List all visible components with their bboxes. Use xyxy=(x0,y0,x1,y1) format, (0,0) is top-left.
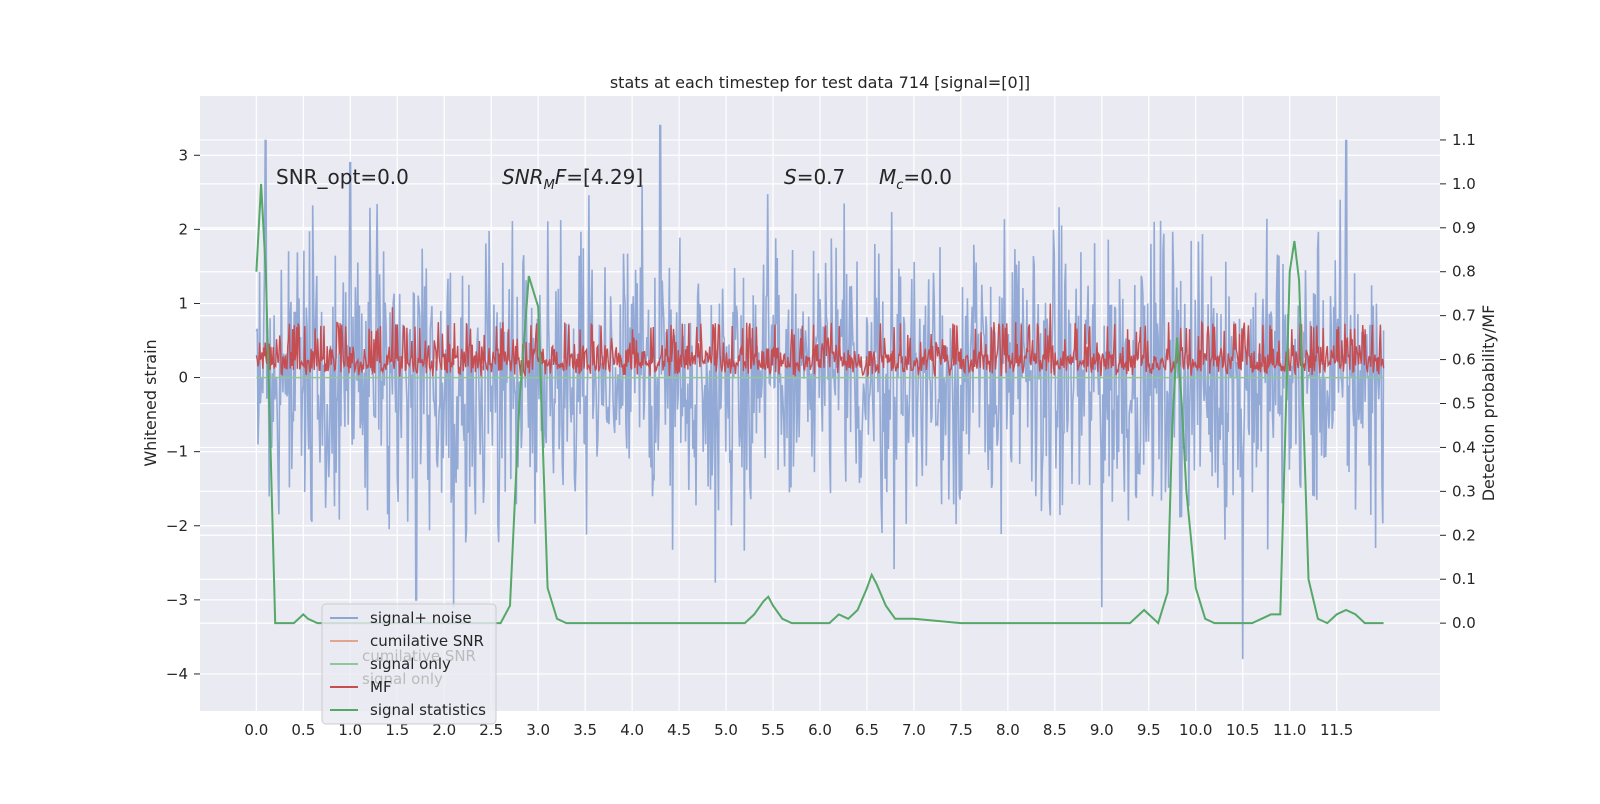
y-left-tick-label: −3 xyxy=(166,591,188,609)
x-tick-label: 2.0 xyxy=(432,721,456,739)
annotation-mc: Mc=0.0 xyxy=(879,165,952,193)
x-tick-label: 11.0 xyxy=(1273,721,1306,739)
annotation-mc-symbol: M xyxy=(879,165,896,189)
annotation-mc-value: =0.0 xyxy=(903,165,952,189)
x-tick-label: 0.5 xyxy=(291,721,315,739)
annotation-mc-sub: c xyxy=(896,178,903,193)
y-right-tick-label: 0.7 xyxy=(1452,307,1476,325)
legend-label: signal statistics xyxy=(370,701,486,719)
x-tick-label: 9.0 xyxy=(1090,721,1114,739)
y-right-tick-label: 0.3 xyxy=(1452,482,1476,500)
signal-noise-line xyxy=(255,124,1385,660)
x-tick-label: 3.0 xyxy=(526,721,550,739)
x-tick-label: 9.5 xyxy=(1137,721,1161,739)
y-right-tick-label: 0.1 xyxy=(1452,570,1476,588)
x-tick-label: 7.0 xyxy=(902,721,926,739)
y-right-tick-label: 1.1 xyxy=(1452,131,1476,149)
y-right-tick-label: 0.9 xyxy=(1452,219,1476,237)
signal-noise-series xyxy=(255,124,1385,660)
x-tick-label: 6.0 xyxy=(808,721,832,739)
x-tick-label: 2.5 xyxy=(479,721,503,739)
legend-label: MF xyxy=(370,678,392,696)
x-tick-label: 10.5 xyxy=(1226,721,1259,739)
x-tick-label: 5.0 xyxy=(714,721,738,739)
x-tick-label: 11.5 xyxy=(1320,721,1353,739)
y-left-tick-label: 0 xyxy=(178,369,188,387)
x-tick-label: 10.0 xyxy=(1179,721,1212,739)
x-tick-label: 4.5 xyxy=(667,721,691,739)
y-right-tick-label: 0.0 xyxy=(1452,614,1476,632)
chart-title: stats at each timestep for test data 714… xyxy=(610,73,1030,92)
y-right-tick-label: 0.2 xyxy=(1452,526,1476,544)
y-right-tick-label: 0.4 xyxy=(1452,438,1476,456)
legend-ghost-label: cumilative SNR xyxy=(362,647,476,665)
mf-series xyxy=(255,303,1385,379)
x-tick-label: 0.0 xyxy=(244,721,268,739)
x-tick-label: 8.0 xyxy=(996,721,1020,739)
x-tick-label: 6.5 xyxy=(855,721,879,739)
y-left-tick-label: 1 xyxy=(178,294,188,312)
x-tick-label: 4.0 xyxy=(620,721,644,739)
x-tick-label: 1.0 xyxy=(338,721,362,739)
annotation-snr-mf-symbol: SNR xyxy=(502,165,544,189)
axis-ticks: 0.0 0.5 1.0 1.5 2.0 2.5 3.0 3.5 4.0 4.5 5.0 5.5 6.0 6… xyxy=(166,131,1476,739)
mf-line xyxy=(255,303,1385,379)
x-tick-label: 1.5 xyxy=(385,721,409,739)
x-tick-label: 3.5 xyxy=(573,721,597,739)
y-right-tick-label: 0.5 xyxy=(1452,395,1476,413)
annotation-s: S=0.7 xyxy=(784,165,845,189)
x-tick-label: 5.5 xyxy=(761,721,785,739)
y-left-tick-label: −4 xyxy=(166,665,188,683)
annotation-snr-opt: SNR_opt=0.0 xyxy=(276,165,409,189)
y-left-tick-label: −1 xyxy=(166,443,188,461)
legend-label: signal+ noise xyxy=(370,609,472,627)
legend-label: signal only xyxy=(370,655,451,673)
annotation-snr-mf-value: =[4.29] xyxy=(566,165,643,189)
y-right-tick-label: 1.0 xyxy=(1452,175,1476,193)
legend-box xyxy=(321,603,497,725)
legend-ghost-label: signal only xyxy=(362,670,443,688)
x-tick-label: 8.5 xyxy=(1043,721,1067,739)
y-axis-left-label: Whitened strain xyxy=(141,339,160,466)
y-right-tick-label: 0.8 xyxy=(1452,263,1476,281)
annotation-s-symbol: S xyxy=(784,165,797,189)
y-axis-right-label: Detection probability/MF xyxy=(1479,305,1498,502)
y-left-tick-label: 2 xyxy=(178,220,188,238)
legend-label: cumilative SNR xyxy=(370,632,484,650)
annotation-snr-mf-f: F xyxy=(555,165,567,189)
y-right-tick-label: 0.6 xyxy=(1452,351,1476,369)
y-left-tick-label: 3 xyxy=(178,146,188,164)
x-tick-label: 7.5 xyxy=(949,721,973,739)
y-left-tick-label: −2 xyxy=(166,517,188,535)
annotation-snr-mf-sub: M xyxy=(544,178,555,193)
annotation-snr-mf: SNRMF=[4.29] xyxy=(502,165,643,193)
annotation-s-value: =0.7 xyxy=(797,165,846,189)
